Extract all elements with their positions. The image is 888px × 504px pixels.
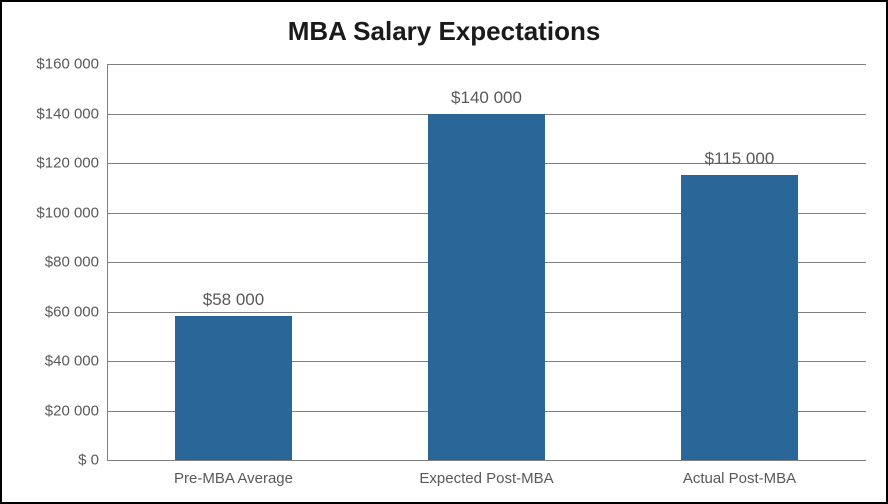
bar-value-label: $140 000 <box>451 88 522 108</box>
bar: $115 000 <box>681 175 797 460</box>
y-tick-label: $ 0 <box>78 452 107 469</box>
y-tick-label: $140 000 <box>36 105 107 122</box>
chart-frame: MBA Salary Expectations $ 0$20 000$40 00… <box>0 0 888 504</box>
gridline <box>107 460 866 461</box>
bar: $140 000 <box>428 114 544 461</box>
y-tick-label: $20 000 <box>45 402 107 419</box>
x-tick-label: Pre-MBA Average <box>174 470 293 487</box>
chart-title: MBA Salary Expectations <box>2 16 886 47</box>
y-tick-label: $60 000 <box>45 303 107 320</box>
y-tick-label: $120 000 <box>36 155 107 172</box>
bar: $58 000 <box>175 316 291 460</box>
y-tick-label: $80 000 <box>45 254 107 271</box>
y-tick-label: $40 000 <box>45 353 107 370</box>
y-axis-line <box>107 64 108 460</box>
y-tick-label: $160 000 <box>36 56 107 73</box>
bar-value-label: $58 000 <box>203 290 264 310</box>
x-tick-label: Actual Post-MBA <box>683 470 796 487</box>
plot-area: $ 0$20 000$40 000$60 000$80 000$100 000$… <box>107 64 866 460</box>
y-tick-label: $100 000 <box>36 204 107 221</box>
x-tick-label: Expected Post-MBA <box>419 470 553 487</box>
bar-value-label: $115 000 <box>705 149 775 169</box>
gridline <box>107 64 866 65</box>
